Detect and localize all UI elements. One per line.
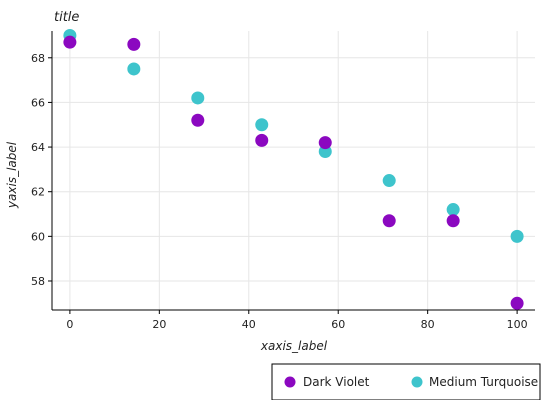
y-tick-label: 58: [31, 275, 45, 288]
point-dark-violet: [63, 35, 77, 49]
point-dark-violet: [191, 113, 205, 127]
legend-label-dark-violet: Dark Violet: [303, 375, 370, 389]
point-medium-turquoise: [191, 91, 205, 105]
axes: [48, 31, 535, 314]
point-dark-violet: [510, 296, 524, 310]
point-dark-violet: [446, 214, 460, 228]
chart-title: title: [54, 10, 79, 25]
tick-labels: 58 60 62 64 66 68 0 20 40 60 80 100: [31, 52, 528, 331]
legend-box: [271, 363, 541, 400]
x-tick-label: 100: [507, 318, 528, 331]
x-tick-label: 80: [421, 318, 435, 331]
y-tick-label: 60: [31, 230, 45, 243]
point-medium-turquoise: [255, 118, 269, 132]
x-tick-label: 40: [242, 318, 256, 331]
point-medium-turquoise: [318, 145, 332, 159]
x-axis-label: xaxis_label: [260, 339, 328, 353]
grid: [52, 31, 535, 310]
y-tick-label: 66: [31, 96, 45, 109]
point-medium-turquoise: [446, 203, 460, 217]
y-tick-label: 62: [31, 186, 45, 199]
legend: Dark Violet Medium Turquoise: [271, 363, 541, 400]
data-points: [63, 28, 524, 310]
point-dark-violet: [382, 214, 396, 228]
legend-marker-medium-turquoise: [411, 376, 423, 388]
point-medium-turquoise: [127, 62, 141, 76]
point-dark-violet: [255, 133, 269, 147]
y-axis-label: yaxis_label: [5, 141, 19, 209]
y-tick-label: 68: [31, 52, 45, 65]
point-medium-turquoise: [382, 174, 396, 188]
legend-marker-dark-violet: [284, 376, 296, 388]
y-tick-label: 64: [31, 141, 45, 154]
point-dark-violet: [127, 37, 141, 51]
legend-label-medium-turquoise: Medium Turquoise: [429, 375, 538, 389]
x-tick-label: 20: [152, 318, 166, 331]
point-dark-violet: [318, 136, 332, 150]
x-tick-label: 60: [331, 318, 345, 331]
point-medium-turquoise: [510, 229, 524, 243]
x-tick-label: 0: [66, 318, 73, 331]
